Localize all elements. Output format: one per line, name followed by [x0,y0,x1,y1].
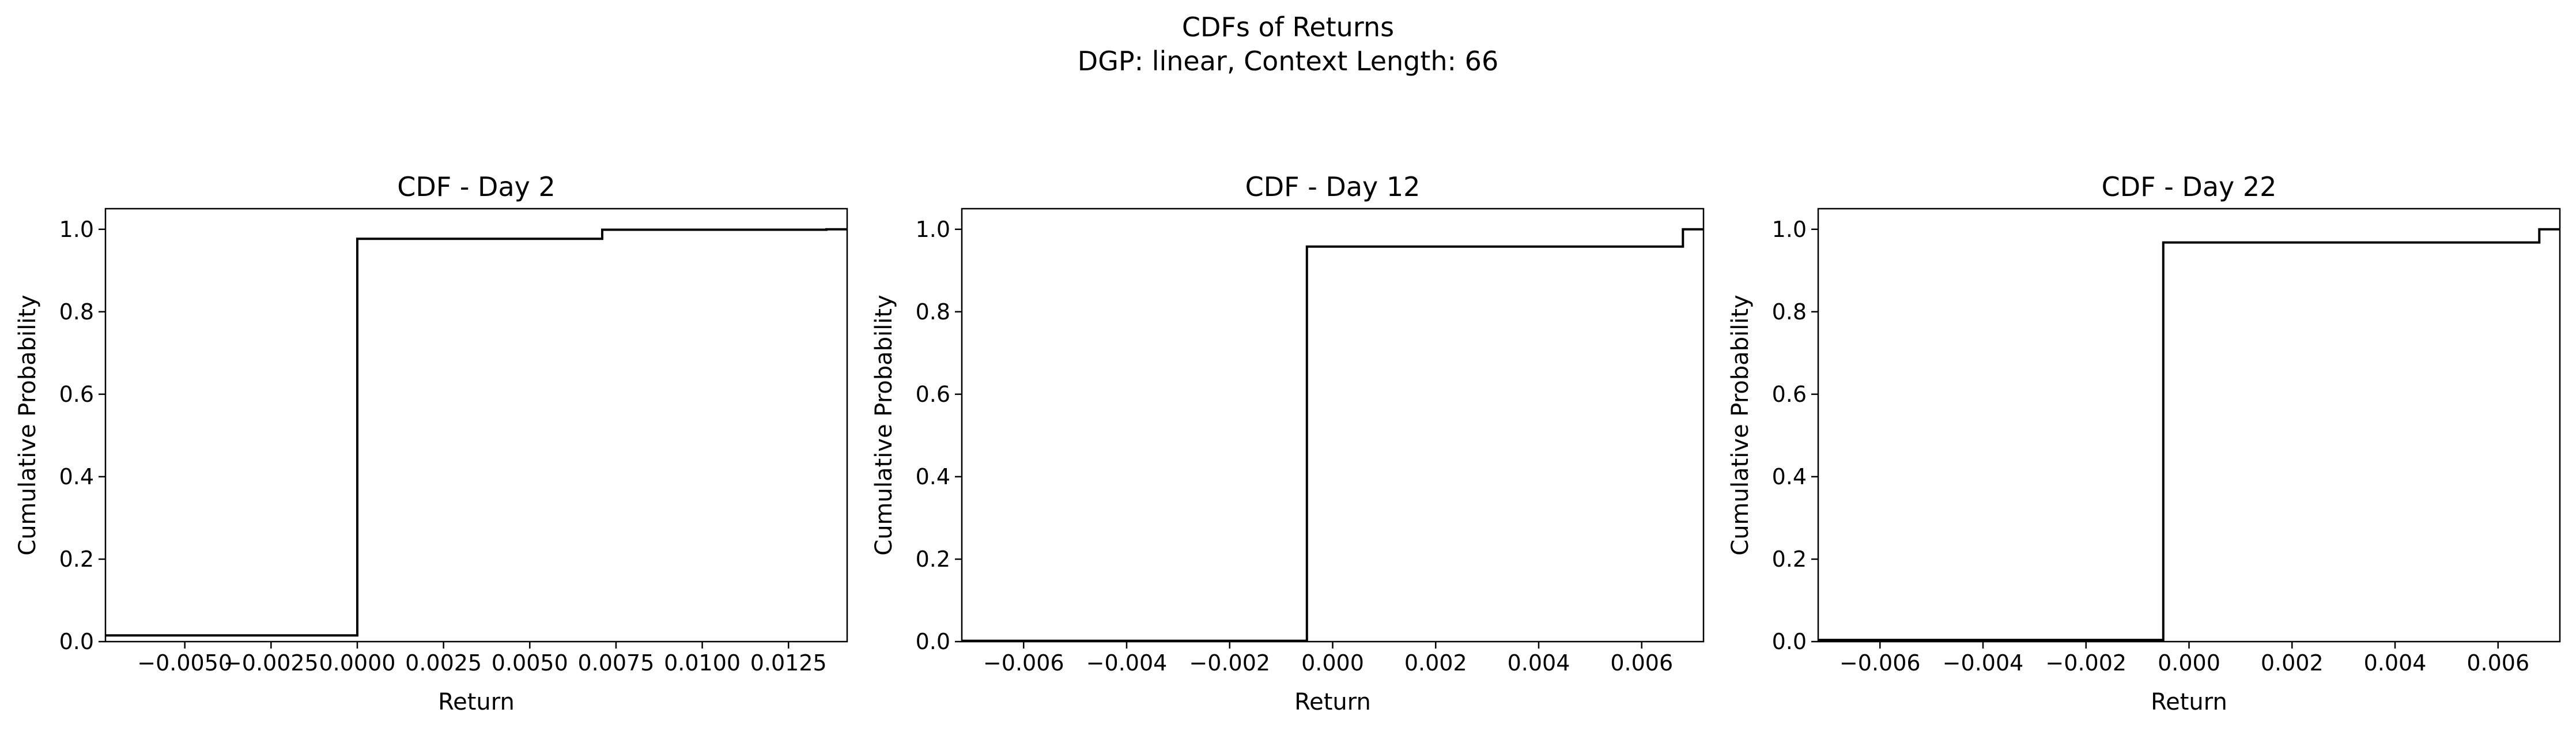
axes-frame [961,208,1705,643]
x-tick-label: −0.004 [1943,650,2024,676]
subplot-title: CDF - Day 22 [2102,171,2277,202]
y-tick-label: 1.0 [916,217,950,242]
x-tick-label: −0.0050 [137,650,232,676]
x-tick-label: 0.006 [2467,650,2529,676]
x-tick-label: 0.000 [2158,650,2220,676]
figure-subtitle: DGP: linear, Context Length: 66 [1078,46,1498,77]
axes-frame [1817,208,2561,643]
axes-frame [104,208,848,643]
y-tick-label: 0.0 [916,629,950,654]
subplots: CDF - Day 2 −0.0050−0.0025 0.0000 0.0025 0.0… [14,171,2561,715]
x-tick-label: 0.004 [1508,650,1570,676]
subplot-3: CDF - Day 22 −0.006 −0.004 −0.002 0.000 0.002… [1727,171,2561,715]
y-tick-label: 0.4 [59,464,94,489]
x-tick-label: −0.002 [2045,650,2126,676]
x-tick-label: 0.004 [2364,650,2427,676]
x-tick-label: −0.006 [1840,650,1921,676]
x-axis-label: Return [1294,689,1371,715]
x-axis-label: Return [2151,689,2227,715]
x-tick-label: 0.0000 [319,650,395,676]
x-tick-label: 0.000 [1301,650,1364,676]
x-tick-label: 0.0100 [664,650,741,676]
y-tick-label: 0.8 [59,299,94,325]
y-tick-label: 0.8 [1772,299,1807,325]
x-tick-label: 0.002 [2261,650,2324,676]
x-axis-label: Return [438,689,515,715]
y-tick-label: 0.2 [59,546,94,572]
subplot-2: CDF - Day 12 −0.006 −0.004 −0.002 0.000 0.002… [871,171,1705,715]
x-tick-label: 0.006 [1610,650,1673,676]
y-tick-label: 0.0 [1772,629,1807,654]
x-tick-label: −0.0025 [224,650,319,676]
x-tick-label: 0.0125 [750,650,827,676]
figure-title: CDFs of Returns [1182,12,1394,43]
x-tick-label: −0.006 [983,650,1064,676]
cdf-step-line [962,228,1704,642]
y-axis-label: Cumulative Probability [14,295,41,555]
x-tick-label: 0.0025 [405,650,482,676]
x-tick-label: −0.002 [1189,650,1270,676]
cdf-step-line [1818,228,2560,642]
y-tick-label: 0.4 [916,464,950,489]
cdf-step-line [105,228,847,637]
y-tick-label: 0.6 [916,382,950,407]
subplot-title: CDF - Day 2 [397,171,556,202]
y-axis-label: Cumulative Probability [1727,295,1754,555]
subplot-title: CDF - Day 12 [1245,171,1421,202]
y-tick-label: 0.2 [916,546,950,572]
y-tick-label: 0.0 [59,629,94,654]
x-tick-label: 0.0075 [577,650,654,676]
x-tick-label: −0.004 [1086,650,1168,676]
y-tick-label: 0.2 [1772,546,1807,572]
y-tick-label: 1.0 [59,217,94,242]
y-tick-label: 1.0 [1772,217,1807,242]
y-tick-label: 0.6 [59,382,94,407]
y-tick-label: 0.4 [1772,464,1807,489]
x-tick-label: 0.002 [1404,650,1467,676]
y-tick-label: 0.8 [916,299,950,325]
x-tick-label: 0.0050 [492,650,568,676]
y-axis-label: Cumulative Probability [871,295,897,555]
subplot-1: CDF - Day 2 −0.0050−0.0025 0.0000 0.0025 0.0… [14,171,848,715]
y-tick-label: 0.6 [1772,382,1807,407]
